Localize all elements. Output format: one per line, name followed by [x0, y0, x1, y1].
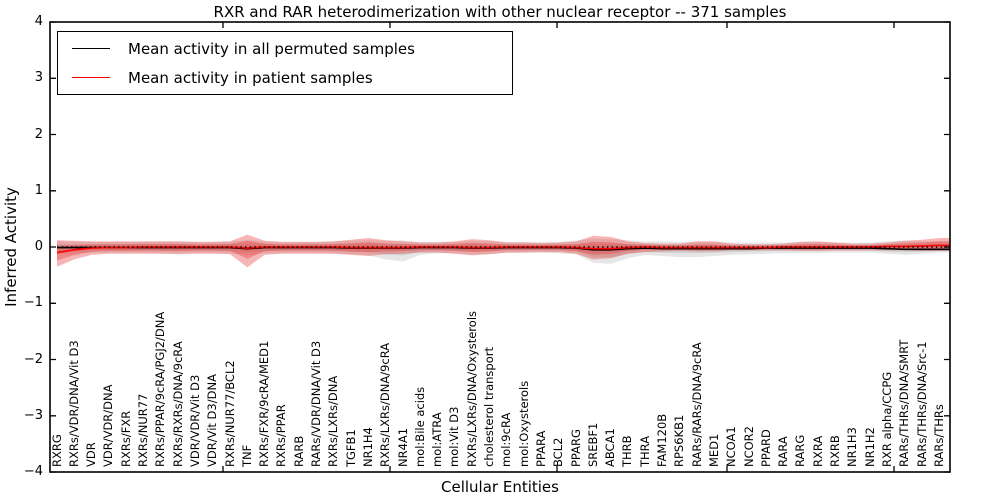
x-tick-label: NCOR2 [741, 426, 756, 467]
x-tick-label: RXRG [49, 434, 64, 467]
x-tick-label: BCL2 [551, 437, 566, 467]
patient-band-inner [57, 240, 950, 261]
x-tick-label: RXRs/NUR77 [136, 393, 150, 467]
x-tick-label: mol:9cRA [499, 412, 514, 467]
x-tick-label: RXRs/PPAR [274, 404, 289, 467]
legend-item-permuted: Mean activity in all permuted samples [58, 34, 512, 63]
y-tick-label: 0 [34, 239, 43, 254]
x-tick-label: VDR/VDR/DNA [101, 384, 116, 468]
x-tick-label: VDR [84, 442, 99, 467]
y-tick-label: −3 [23, 407, 43, 423]
x-tick-label: PPARA [533, 430, 548, 467]
permuted-band-outer [57, 238, 950, 264]
x-tick-label: RARs/THRs [931, 404, 946, 467]
patient-mean-line [56, 244, 950, 254]
x-tick-label: RARG [793, 434, 808, 467]
x-tick-label: VDR/VDR/Vit D3 [187, 374, 202, 467]
x-tick-label: RARA [776, 436, 791, 467]
x-tick-label: cholesterol transport [482, 347, 496, 467]
x-tick-label: RXR alpha/CCPG [879, 371, 894, 467]
y-tick-label: 1 [34, 182, 43, 198]
x-axis-label: Cellular Entities [441, 478, 559, 496]
x-tick-label: RXRs/FXR/9cRA/MED1 [257, 340, 272, 467]
legend-label-permuted: Mean activity in all permuted samples [128, 39, 415, 58]
x-tick-label: RARB [291, 435, 306, 467]
x-tick-label: RXRB [828, 435, 842, 467]
x-tick-label: THRA [637, 435, 652, 467]
x-tick-label: RXRs/LXRs/DNA [326, 375, 341, 467]
x-tick-label: RARs/RARs/DNA/9cRA [689, 342, 704, 467]
x-tick-label: RARs/THRs/DNA/SMRT [897, 339, 912, 467]
y-tick-label: −4 [23, 464, 43, 479]
x-tick-label: NR1H3 [845, 427, 860, 467]
x-tick-label: RXRs/NUR77/BCL2 [222, 360, 237, 467]
y-tick-label: −2 [23, 351, 43, 367]
x-tick-label: ABCA1 [603, 428, 618, 467]
x-tick-label: mol:Oxysterols [516, 380, 531, 467]
x-tick-label: TGFB1 [343, 429, 358, 467]
x-tick-label: PPARD [758, 429, 773, 467]
x-tick-label: RPS6KB1 [672, 414, 687, 467]
x-tick-label: NCOA1 [724, 426, 739, 467]
x-tick-label: TNF [239, 444, 254, 467]
legend-label-patient: Mean activity in patient samples [128, 68, 373, 87]
x-tick-label: mol:Vit D3 [447, 406, 462, 467]
x-tick-label: RXRs/VDR/DNA/Vit D3 [66, 340, 81, 467]
x-tick-label: RXRs/LXRs/DNA/9cRA [378, 342, 393, 467]
x-tick-label: NR1H4 [360, 427, 375, 467]
x-tick-label: RXRA [810, 435, 825, 467]
legend-line-permuted-icon [72, 48, 110, 49]
x-tick-label: RXRs/RXRs/DNA/9cRA [170, 341, 185, 467]
patient-band-outer [57, 234, 950, 268]
legend: Mean activity in all permuted samples Me… [57, 31, 513, 95]
legend-line-patient-icon [72, 77, 110, 78]
chart-title: RXR and RAR heterodimerization with othe… [213, 3, 787, 21]
x-tick-label: RXRs/FXR [118, 410, 133, 467]
x-tick-label: RXRs/LXRs/DNA/Oxysterols [464, 310, 479, 467]
y-tick-label: −1 [23, 295, 43, 311]
x-tick-label: RARs/THRs/DNA/Src-1 [914, 341, 929, 467]
x-tick-label: VDR/Vit D3/DNA [205, 374, 220, 467]
x-tick-label: NR1H2 [862, 427, 877, 467]
y-tick-label: 3 [34, 70, 43, 86]
x-tick-label: mol:ATRA [430, 412, 445, 467]
x-tick-label: RARs/VDR/DNA/Vit D3 [309, 340, 323, 467]
x-tick-label: SREBF1 [585, 422, 600, 467]
x-tick-label: NR4A1 [395, 427, 410, 467]
x-tick-label: mol:Bile acids [412, 386, 427, 467]
plot-frame [49, 21, 951, 473]
y-tick-label: 2 [34, 126, 43, 142]
x-tick-label: FAM120B [655, 413, 669, 467]
x-tick-label: RXRs/PPAR/9cRA/PGJ2/DNA [153, 311, 168, 467]
x-tick-label: MED1 [706, 433, 721, 467]
y-tick-label: 4 [34, 14, 43, 29]
x-tick-label: PPARG [568, 429, 583, 467]
x-tick-label: THRB [620, 435, 635, 467]
legend-item-patient: Mean activity in patient samples [58, 63, 512, 92]
